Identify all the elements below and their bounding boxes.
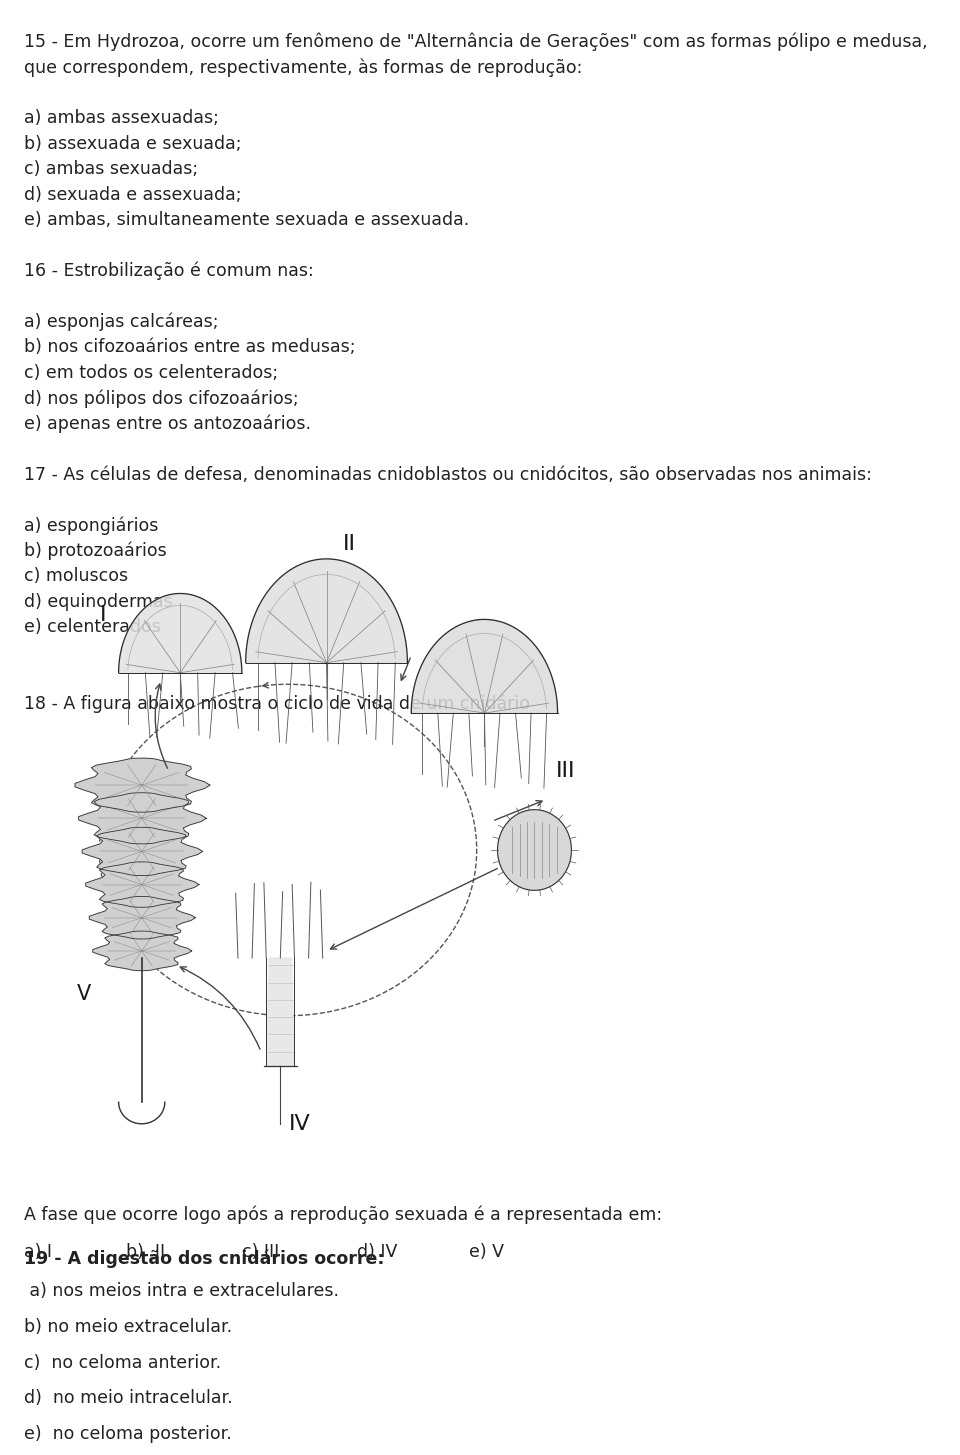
Text: V: V <box>77 984 91 1004</box>
Text: d) nos pólipos dos cifozoaários;: d) nos pólipos dos cifozoaários; <box>24 388 299 407</box>
Text: 15 - Em Hydrozoa, ocorre um fenômeno de "Alternância de Gerações" com as formas : 15 - Em Hydrozoa, ocorre um fenômeno de … <box>24 33 927 51</box>
Text: 19 - A digestão dos cnidários ocorre:: 19 - A digestão dos cnidários ocorre: <box>24 1250 384 1267</box>
Text: III: III <box>556 761 575 781</box>
Polygon shape <box>246 559 407 662</box>
Text: I: I <box>100 605 107 626</box>
Text: 18 - A figura abaixo mostra o ciclo de vida de um cnidário: 18 - A figura abaixo mostra o ciclo de v… <box>24 694 530 713</box>
Text: IV: IV <box>289 1115 310 1133</box>
Polygon shape <box>267 957 294 1067</box>
Text: II: II <box>343 534 356 554</box>
Polygon shape <box>93 931 192 970</box>
Text: d) sexuada e assexuada;: d) sexuada e assexuada; <box>24 186 241 204</box>
Text: 16 - Estrobilização é comum nas:: 16 - Estrobilização é comum nas: <box>24 262 314 281</box>
Text: e) ambas, simultaneamente sexuada e assexuada.: e) ambas, simultaneamente sexuada e asse… <box>24 211 469 228</box>
Text: d) IV: d) IV <box>357 1244 397 1261</box>
Text: b) assexuada e sexuada;: b) assexuada e sexuada; <box>24 135 241 153</box>
Polygon shape <box>75 758 210 812</box>
Text: c) em todos os celenterados;: c) em todos os celenterados; <box>24 364 278 381</box>
Polygon shape <box>79 793 206 844</box>
Text: a) espongiários: a) espongiários <box>24 517 158 535</box>
Text: e) V: e) V <box>469 1244 504 1261</box>
Polygon shape <box>89 896 195 938</box>
Text: b)  II: b) II <box>127 1244 165 1261</box>
Text: d)  no meio intracelular.: d) no meio intracelular. <box>24 1390 232 1407</box>
Text: A fase que ocorre logo após a reprodução sexuada é a representada em:: A fase que ocorre logo após a reprodução… <box>24 1205 662 1224</box>
Text: a) esponjas calcáreas;: a) esponjas calcáreas; <box>24 313 218 332</box>
Text: d) equinodermas: d) equinodermas <box>24 592 173 611</box>
Text: c) moluscos: c) moluscos <box>24 567 128 585</box>
Text: e) celenterados: e) celenterados <box>24 618 160 636</box>
Text: c) III: c) III <box>242 1244 279 1261</box>
Text: que correspondem, respectivamente, às formas de reprodução:: que correspondem, respectivamente, às fo… <box>24 58 583 77</box>
Text: a) ambas assexuadas;: a) ambas assexuadas; <box>24 109 219 127</box>
Text: a) I: a) I <box>24 1244 52 1261</box>
Text: c) ambas sexuadas;: c) ambas sexuadas; <box>24 160 198 178</box>
Polygon shape <box>83 828 203 876</box>
Text: b) no meio extracelular.: b) no meio extracelular. <box>24 1318 232 1336</box>
Text: b) nos cifozoaários entre as medusas;: b) nos cifozoaários entre as medusas; <box>24 338 355 356</box>
Polygon shape <box>497 809 571 890</box>
Text: e)  no celoma posterior.: e) no celoma posterior. <box>24 1424 231 1443</box>
Text: 17 - As células de defesa, denominadas cnidoblastos ou cnidócitos, são observada: 17 - As células de defesa, denominadas c… <box>24 466 872 483</box>
Text: e) apenas entre os antozoaários.: e) apenas entre os antozoaários. <box>24 415 311 434</box>
Text: c)  no celoma anterior.: c) no celoma anterior. <box>24 1353 221 1372</box>
Text: b) protozoaários: b) protozoaários <box>24 541 167 560</box>
Polygon shape <box>119 594 242 672</box>
Polygon shape <box>411 620 558 713</box>
Polygon shape <box>85 861 199 908</box>
Text: a) nos meios intra e extracelulares.: a) nos meios intra e extracelulares. <box>24 1282 339 1301</box>
